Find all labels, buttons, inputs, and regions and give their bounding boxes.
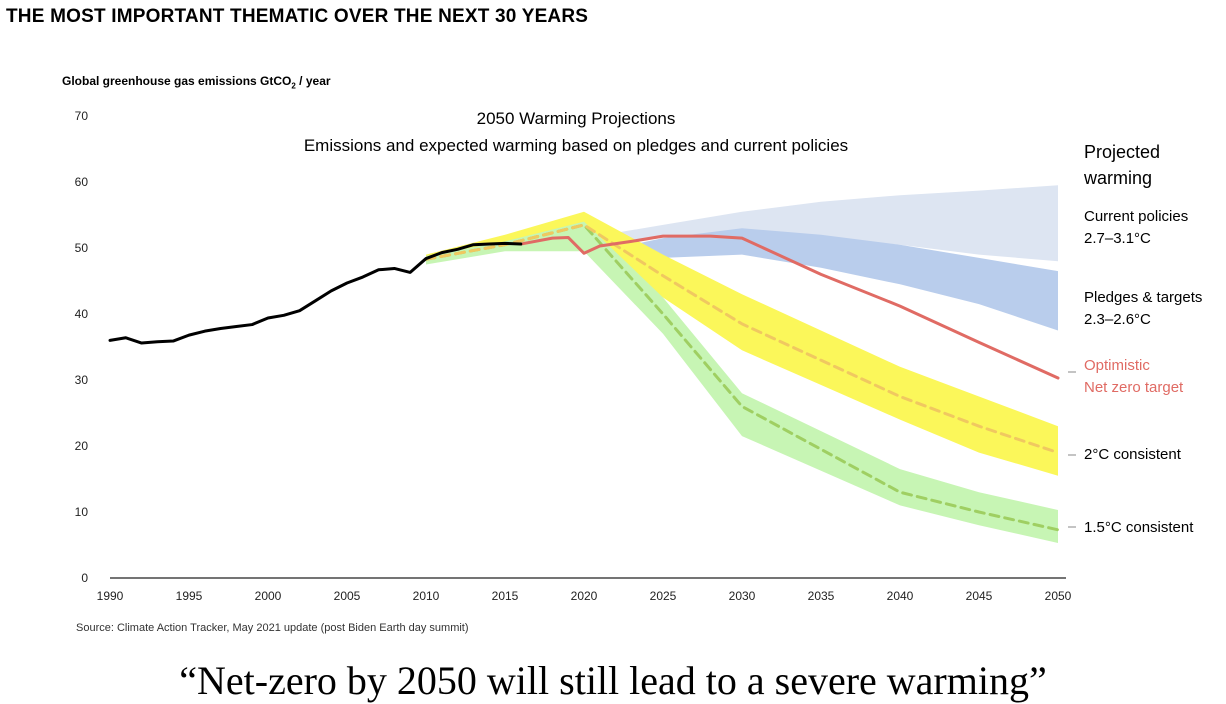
legend-current-policies: Current policies 2.7–3.1°C: [1084, 206, 1188, 250]
optimistic-net-zero-line: [519, 234, 1060, 380]
x-tick-label: 1995: [176, 589, 203, 603]
x-tick-label: 2035: [808, 589, 835, 603]
x-tick-label: 2015: [492, 589, 519, 603]
y-tick-label: 60: [75, 175, 89, 189]
y-tick-label: 50: [75, 241, 89, 255]
current-policies-band: [584, 185, 1058, 262]
page-title: THE MOST IMPORTANT THEMATIC OVER THE NEX…: [6, 6, 589, 27]
x-tick-label: 2000: [255, 589, 282, 603]
one-five-c-band: [426, 221, 1058, 544]
legend-2c-consistent: 2°C consistent: [1084, 446, 1181, 463]
source-note: Source: Climate Action Tracker, May 2021…: [76, 622, 469, 634]
x-tick-label: 2005: [334, 589, 361, 603]
x-tick-label: 2025: [650, 589, 677, 603]
legend-pledges-range: 2.3–2.6°C: [1084, 311, 1151, 328]
legend-1-5c-consistent: 1.5°C consistent: [1084, 519, 1194, 536]
legend-current-policies-range: 2.7–3.1°C: [1084, 230, 1151, 247]
two-c-band: [426, 211, 1058, 476]
x-tick-label: 2010: [413, 589, 440, 603]
y-axis-label-subscript: 2: [291, 81, 296, 91]
legend-optimistic-line2: Net zero target: [1084, 379, 1184, 396]
x-tick-label: 1990: [97, 589, 124, 603]
y-tick-label: 30: [75, 373, 89, 387]
y-axis-label-text: Global greenhouse gas emissions GtCO: [62, 74, 292, 88]
chart-subtitle: Emissions and expected warming based on …: [303, 136, 849, 155]
legend-pledges-name: Pledges & targets: [1084, 289, 1203, 306]
quote: “Net-zero by 2050 will still lead to a s…: [179, 658, 1047, 703]
legend-current-policies-name: Current policies: [1084, 208, 1189, 225]
x-tick-label: 2030: [729, 589, 756, 603]
y-axis-label: Global greenhouse gas emissions GtCO2 / …: [62, 74, 331, 90]
y-axis-label-suffix: / year: [295, 74, 331, 88]
legend-optimistic-line1: Optimistic: [1084, 357, 1150, 374]
pledges-targets-band: [631, 228, 1058, 331]
y-tick-label: 70: [75, 109, 89, 123]
x-tick-label: 2020: [571, 589, 598, 603]
historical-emissions-line: [108, 241, 523, 345]
legend-optimistic-net-zero: Optimistic Net zero target: [1084, 355, 1183, 399]
y-tick-label: 20: [75, 439, 89, 453]
x-tick-label: 2040: [887, 589, 914, 603]
legend-pledges-targets: Pledges & targets 2.3–2.6°C: [1084, 287, 1202, 331]
chart-title: 2050 Warming Projections: [476, 109, 676, 128]
y-tick-label: 10: [75, 505, 89, 519]
legend-heading: Projected warming: [1084, 142, 1161, 188]
x-tick-label: 2050: [1045, 589, 1072, 603]
y-tick-label: 0: [81, 571, 88, 585]
x-tick-label: 2045: [966, 589, 993, 603]
two-c-line: [424, 223, 1060, 455]
y-tick-label: 40: [75, 307, 89, 321]
